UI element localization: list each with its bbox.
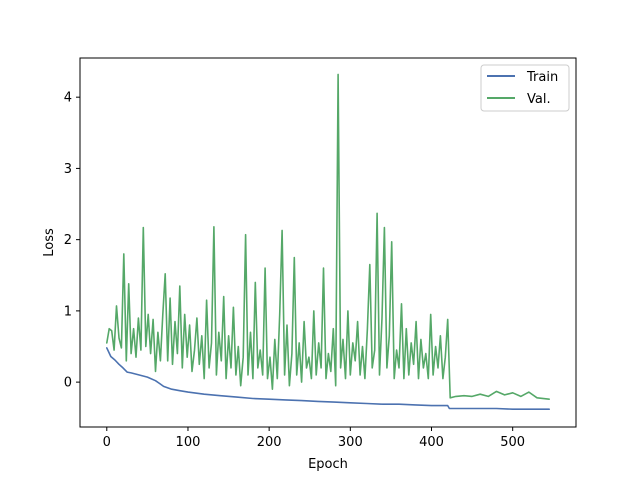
x-tick-label: 0 (103, 435, 111, 450)
x-tick-label: 500 (500, 435, 525, 450)
y-tick-label: 4 (64, 91, 72, 106)
x-tick-label: 100 (176, 435, 201, 450)
axes-frame (79, 57, 577, 428)
x-axis-label: Epoch (308, 457, 348, 472)
y-tick-label: 3 (64, 162, 72, 177)
x-axis-ticks: 0 100 200 300 400 500 (103, 427, 525, 450)
series-layer (106, 73, 551, 411)
series-line-val (106, 73, 551, 401)
legend-label-train: Train (526, 70, 558, 85)
x-tick-label: 300 (338, 435, 363, 450)
y-axis-ticks: 0 1 2 3 4 (64, 91, 80, 391)
y-tick-label: 1 (64, 304, 72, 319)
x-tick-label: 400 (419, 435, 444, 450)
series-line-train (106, 347, 551, 411)
legend-label-val: Val. (527, 92, 551, 107)
x-tick-label: 200 (257, 435, 282, 450)
y-tick-label: 2 (64, 233, 72, 248)
y-tick-label: 0 (64, 376, 72, 391)
legend: Train Val. (480, 64, 570, 112)
y-axis-label: Loss (42, 228, 57, 257)
